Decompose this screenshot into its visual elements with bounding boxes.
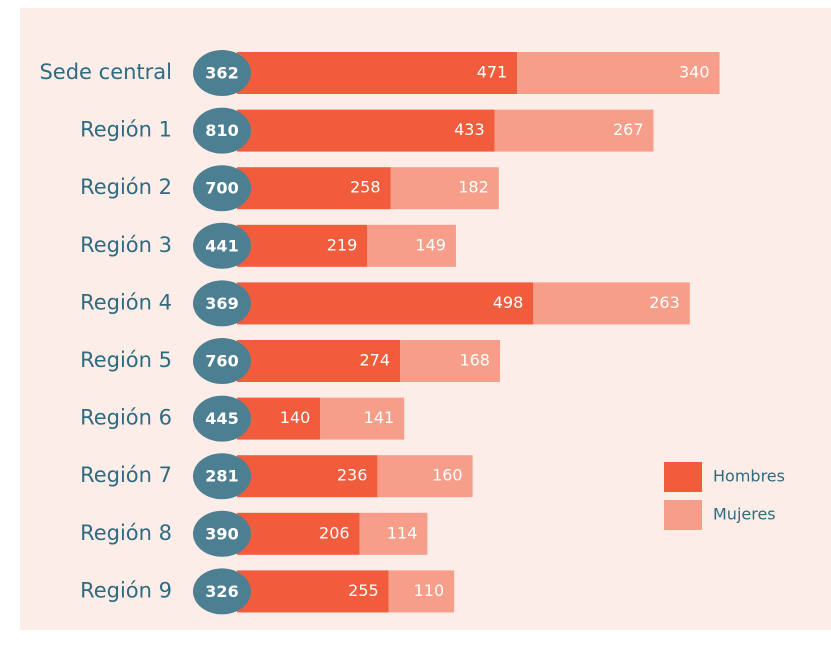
value-label: 340 bbox=[679, 63, 710, 82]
value-label: 149 bbox=[415, 235, 446, 254]
value-label: 498 bbox=[493, 293, 524, 312]
value-label: 258 bbox=[350, 178, 381, 197]
category-label: Región 7 bbox=[80, 463, 172, 487]
category-label: Sede central bbox=[39, 60, 172, 84]
circle-badge bbox=[193, 510, 251, 557]
legend-swatch bbox=[664, 462, 702, 492]
value-label: 274 bbox=[359, 351, 390, 370]
value-label: 263 bbox=[649, 293, 680, 312]
bar-segment bbox=[388, 570, 455, 613]
value-label: 433 bbox=[454, 120, 485, 139]
bar-segment bbox=[237, 455, 378, 498]
category-label: Región 6 bbox=[80, 406, 172, 430]
circle-label: 700 bbox=[205, 179, 238, 198]
category-label: Región 5 bbox=[80, 348, 172, 372]
value-label: 219 bbox=[327, 235, 358, 254]
bar-segment bbox=[494, 109, 654, 152]
bar-segment bbox=[367, 224, 456, 267]
bar-segment bbox=[390, 167, 499, 210]
bar-segment bbox=[237, 570, 389, 613]
circle-label: 369 bbox=[205, 294, 238, 313]
bar-segment bbox=[320, 397, 405, 440]
bar-segment bbox=[533, 282, 690, 325]
circle-badge bbox=[193, 165, 251, 212]
category-label: Región 1 bbox=[80, 118, 172, 142]
value-label: 236 bbox=[337, 466, 368, 485]
bar-segment bbox=[400, 340, 500, 382]
bar-segment bbox=[517, 52, 720, 94]
circle-badge bbox=[193, 453, 251, 500]
bar-segment bbox=[237, 512, 360, 555]
circle-badge bbox=[193, 222, 251, 269]
legend-label: Mujeres bbox=[713, 505, 776, 524]
value-label: 141 bbox=[364, 408, 395, 427]
value-label: 471 bbox=[477, 63, 508, 82]
circle-badge bbox=[193, 107, 251, 154]
circle-label: 390 bbox=[205, 524, 238, 543]
legend-swatch bbox=[664, 500, 702, 530]
category-label: Región 8 bbox=[80, 521, 172, 545]
circle-badge bbox=[193, 395, 251, 442]
circle-label: 362 bbox=[205, 64, 238, 83]
circle-label: 760 bbox=[205, 352, 238, 371]
bar-segment bbox=[377, 455, 473, 498]
value-label: 255 bbox=[348, 581, 379, 600]
bar-segment bbox=[237, 224, 368, 267]
legend-label: Hombres bbox=[713, 467, 785, 486]
bar-segment bbox=[237, 167, 391, 210]
value-label: 110 bbox=[414, 581, 445, 600]
circle-label: 441 bbox=[205, 236, 238, 255]
circle-badge bbox=[193, 568, 251, 615]
value-label: 182 bbox=[458, 178, 489, 197]
circle-badge bbox=[193, 280, 251, 327]
circle-label: 326 bbox=[205, 582, 238, 601]
category-label: Región 3 bbox=[80, 233, 172, 257]
circle-label: 281 bbox=[205, 467, 238, 486]
bar-segment bbox=[237, 282, 534, 325]
bar-segment bbox=[359, 512, 428, 555]
bar-segment bbox=[237, 52, 518, 94]
value-label: 206 bbox=[319, 523, 350, 542]
circle-badge bbox=[193, 338, 251, 384]
category-label: Región 9 bbox=[80, 578, 172, 602]
value-label: 267 bbox=[613, 120, 644, 139]
category-label: Región 4 bbox=[80, 290, 172, 314]
value-label: 168 bbox=[459, 351, 490, 370]
circle-label: 810 bbox=[205, 121, 238, 140]
value-label: 160 bbox=[432, 466, 463, 485]
value-label: 140 bbox=[280, 408, 311, 427]
circle-badge bbox=[193, 50, 251, 96]
bar-segment bbox=[237, 109, 495, 152]
value-label: 114 bbox=[387, 523, 418, 542]
bar-segment bbox=[237, 340, 401, 382]
category-label: Región 2 bbox=[80, 175, 172, 199]
circle-label: 445 bbox=[205, 409, 238, 428]
